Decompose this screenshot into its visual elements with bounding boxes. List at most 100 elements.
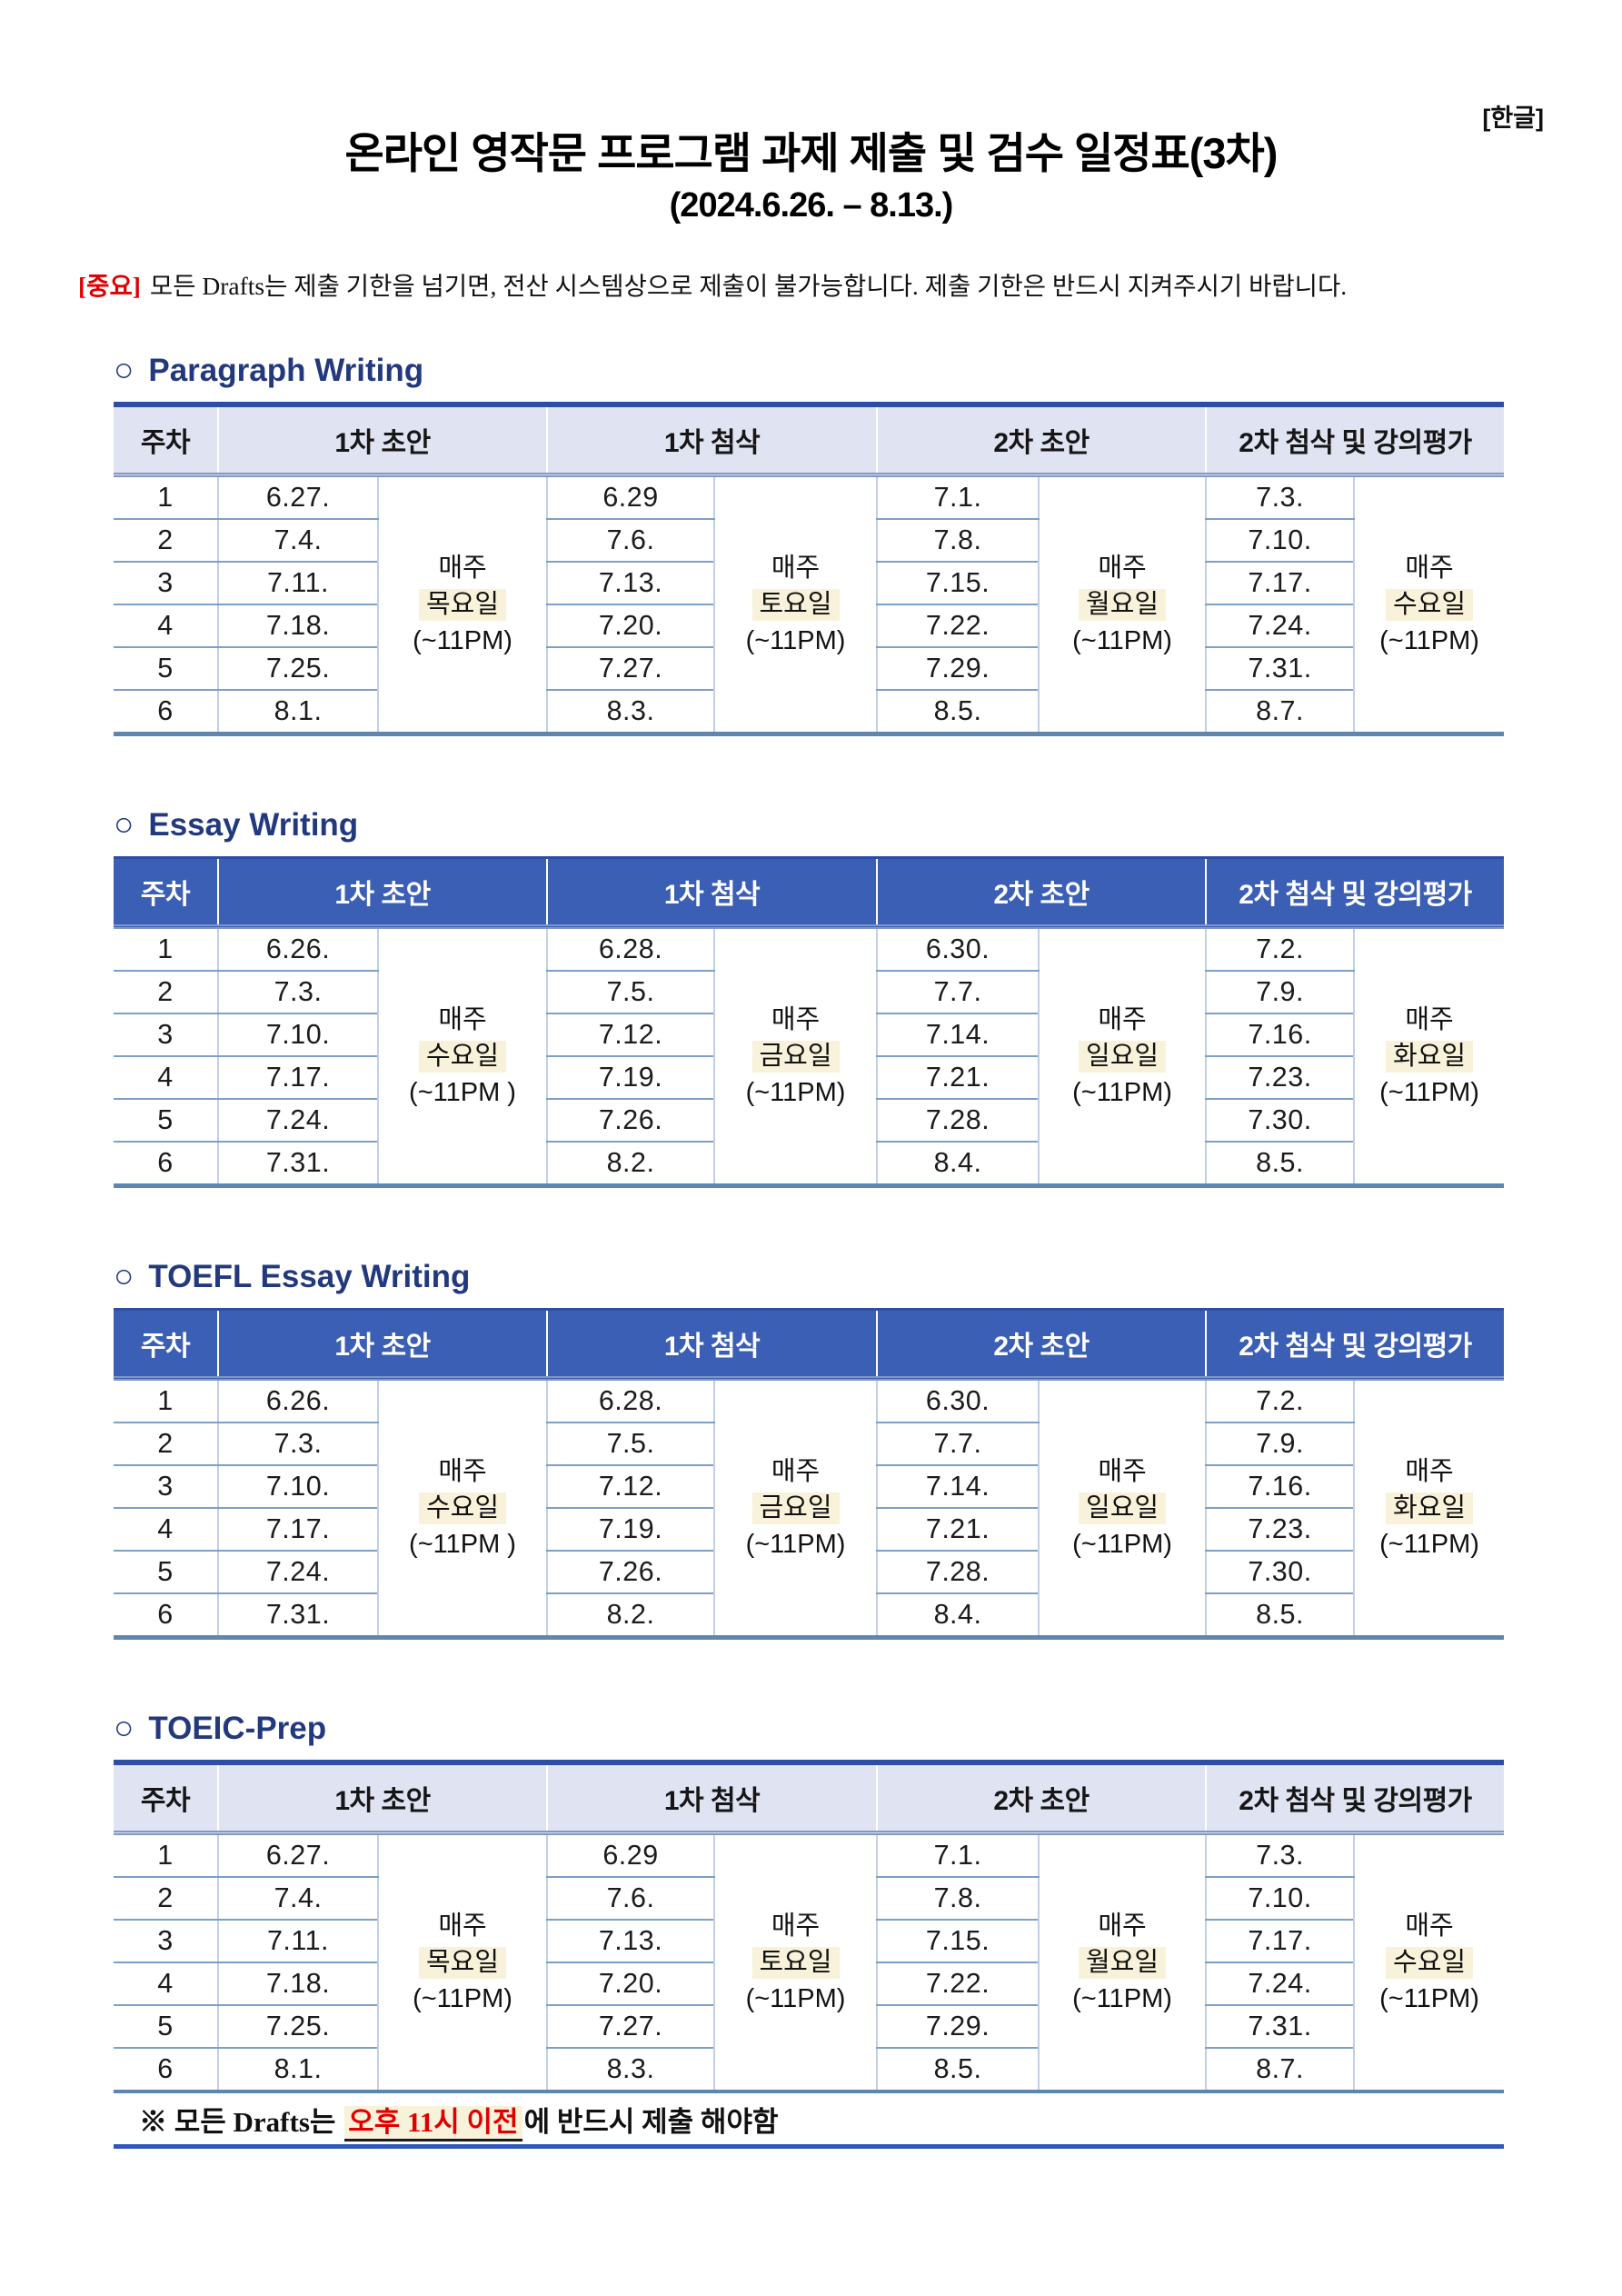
note-weekday: 토요일 bbox=[751, 1947, 840, 1979]
week-row: 1 6.27. 매주 목요일 (~11PM) 6.29 매주 토요일 (~11PM) 7.1. 매주… bbox=[114, 474, 1505, 734]
date-cell: 7.2. bbox=[1205, 1378, 1355, 1423]
note-every-week: 매주 bbox=[1098, 1005, 1147, 1034]
week-number-cell: 2 bbox=[114, 519, 218, 563]
section-title-label: TOEIC-Prep bbox=[148, 1711, 327, 1746]
column-header: 2차 초안 bbox=[876, 857, 1207, 929]
week-number-cell: 4 bbox=[114, 1056, 218, 1100]
week-number-cell: 4 bbox=[114, 1962, 218, 2006]
circle-bullet-icon: ○ bbox=[114, 805, 134, 843]
weekday-note-cell: 매주 수요일 (~11PM ) bbox=[376, 926, 548, 1186]
week-number-cell: 5 bbox=[114, 2005, 218, 2049]
date-cell: 7.13. bbox=[546, 562, 715, 605]
table-body: 1 6.26. 매주 수요일 (~11PM ) 6.28. 매주 금요일 (~11PM) 6.30… bbox=[114, 1378, 1505, 1638]
week-number-cell: 4 bbox=[114, 1508, 218, 1552]
column-header: 1차 첨삭 bbox=[546, 1309, 878, 1381]
weekday-note-cell: 매주 금요일 (~11PM) bbox=[713, 926, 878, 1186]
date-cell: 8.2. bbox=[546, 1142, 715, 1186]
column-header: 1차 초안 bbox=[216, 857, 548, 929]
note-time: (~11PM) bbox=[1379, 1078, 1479, 1107]
week-number-cell: 5 bbox=[114, 647, 218, 691]
weekday-note-cell: 매주 수요일 (~11PM ) bbox=[376, 1378, 548, 1638]
note-every-week: 매주 bbox=[438, 1457, 487, 1486]
date-cell: 7.27. bbox=[546, 647, 715, 691]
date-cell: 8.3. bbox=[546, 690, 715, 734]
weekday-note-cell: 매주 월요일 (~11PM) bbox=[1038, 474, 1207, 734]
week-number-cell: 1 bbox=[114, 926, 218, 972]
column-header: 1차 초안 bbox=[216, 404, 548, 477]
note-weekday: 일요일 bbox=[1079, 1041, 1167, 1073]
format-tag: [한글] bbox=[1482, 105, 1544, 132]
week-row: 5 7.24. 7.26. 7.28. 7.30. bbox=[114, 1099, 1504, 1143]
date-cell: 7.5. bbox=[546, 971, 715, 1014]
date-cell: 8.5. bbox=[876, 690, 1040, 734]
week-number-cell: 3 bbox=[114, 1465, 218, 1509]
deadline-text-before: 모든 Drafts는 bbox=[174, 2105, 343, 2138]
date-cell: 7.31. bbox=[217, 1142, 378, 1186]
date-cell: 7.5. bbox=[546, 1423, 715, 1466]
column-header: 2차 첨삭 및 강의평가 bbox=[1205, 1762, 1505, 1835]
note-time: (~11PM) bbox=[745, 1078, 846, 1107]
section-title-label: Paragraph Writing bbox=[148, 353, 424, 388]
date-cell: 7.3. bbox=[1205, 1832, 1355, 1878]
week-row: 4 7.18. 7.20. 7.22. 7.24. bbox=[114, 604, 1504, 648]
note-weekday-line: 수요일 bbox=[1355, 586, 1504, 623]
note-weekday: 화요일 bbox=[1386, 1041, 1474, 1073]
document-title: 온라인 영작문 프로그램 과제 제출 및 검수 일정표(3차) bbox=[344, 129, 1279, 177]
note-weekday-line: 목요일 bbox=[379, 1944, 546, 1981]
week-row: 5 7.25. 7.27. 7.29. 7.31. bbox=[114, 647, 1504, 691]
date-cell: 7.25. bbox=[217, 2005, 378, 2049]
important-notice: [중요] 모든 Drafts는 제출 기한을 넘기면, 전산 시스템상으로 제출이… bbox=[78, 265, 1558, 302]
week-number-cell: 6 bbox=[157, 1599, 174, 1630]
date-cell: 7.23. bbox=[1205, 1508, 1355, 1552]
table-body: 1 6.27. 매주 목요일 (~11PM) 6.29 매주 토요일 (~11PM) 7.1. 매주… bbox=[114, 1832, 1505, 2147]
column-header: 2차 초안 bbox=[876, 1309, 1207, 1381]
date-cell: 8.5. bbox=[876, 2048, 1040, 2091]
weekday-note-cell: 매주 수요일 (~11PM) bbox=[1353, 1832, 1505, 2091]
column-header: 1차 첨삭 bbox=[546, 857, 878, 929]
date-cell: 7.23. bbox=[1205, 1056, 1355, 1100]
circle-bullet-icon: ○ bbox=[114, 1257, 134, 1294]
table-head: 주차 1차 초안 1차 첨삭 2차 초안 2차 첨삭 및 강의평가 bbox=[114, 1762, 1505, 1835]
column-header: 주차 bbox=[114, 1309, 218, 1381]
note-every-week: 매주 bbox=[438, 554, 487, 583]
date-cell: 6.27. bbox=[217, 474, 378, 520]
note-weekday-line: 화요일 bbox=[1355, 1490, 1504, 1526]
note-weekday-line: 수요일 bbox=[1355, 1944, 1504, 1981]
weekday-note-cell: 매주 화요일 (~11PM) bbox=[1353, 1378, 1505, 1638]
date-cell: 7.12. bbox=[546, 1013, 715, 1057]
note-every-week: 매주 bbox=[771, 554, 821, 583]
date-cell: 7.10. bbox=[1205, 1877, 1355, 1921]
date-cell: 7.15. bbox=[876, 562, 1040, 605]
date-cell: 7.24. bbox=[1205, 1962, 1355, 2006]
note-every-week: 매주 bbox=[1405, 1005, 1454, 1034]
deadline-marker: ※ bbox=[139, 2105, 174, 2138]
week-row: 3 7.11. 7.13. 7.15. 7.17. bbox=[114, 562, 1504, 605]
note-weekday-line: 일요일 bbox=[1040, 1038, 1205, 1074]
date-cell: 7.3. bbox=[1205, 474, 1355, 520]
deadline-note: ※ 모든 Drafts는 오후 11시 이전 에 반드시 제출 해야함 bbox=[114, 2090, 1505, 2147]
date-cell: 7.14. bbox=[876, 1013, 1040, 1057]
note-time: (~11PM) bbox=[1072, 626, 1172, 655]
week-number-cell: 2 bbox=[114, 1877, 218, 1921]
schedule-table: 주차 1차 초안 1차 첨삭 2차 초안 2차 첨삭 및 강의평가 1 6.27. 매주 목요일… bbox=[114, 402, 1505, 736]
column-header: 2차 첨삭 및 강의평가 bbox=[1205, 857, 1505, 929]
weekday-note-cell: 매주 토요일 (~11PM) bbox=[713, 474, 878, 734]
note-weekday: 금요일 bbox=[751, 1492, 840, 1524]
date-cell: 7.10. bbox=[217, 1013, 378, 1057]
date-cell: 7.25. bbox=[217, 647, 378, 691]
week-row: 1 6.27. 매주 목요일 (~11PM) 6.29 매주 토요일 (~11PM) 7.1. 매주… bbox=[114, 1832, 1505, 2091]
date-cell: 7.30. bbox=[1205, 1551, 1355, 1594]
note-time: (~11PM) bbox=[1379, 626, 1479, 655]
note-weekday: 월요일 bbox=[1079, 1947, 1167, 1979]
schedule-table: 주차 1차 초안 1차 첨삭 2차 초안 2차 첨삭 및 강의평가 1 6.26. 매주 수요일… bbox=[114, 856, 1505, 1188]
note-every-week: 매주 bbox=[771, 1005, 821, 1034]
week-row: 6 8.1. 8.3. 8.5. 8.7. bbox=[114, 2048, 1504, 2091]
note-every-week: 매주 bbox=[1405, 554, 1454, 583]
date-cell: 7.2. bbox=[1205, 926, 1355, 972]
section-essay-writing: ○ Essay Writing 주차 1차 초안 1차 첨삭 2차 초안 2차 첨삭 및 강… bbox=[114, 805, 1505, 1188]
date-cell: 6.26. bbox=[217, 926, 378, 972]
column-header: 1차 초안 bbox=[216, 1762, 548, 1835]
section-toeic-prep: ○ TOEIC-Prep 주차 1차 초안 1차 첨삭 2차 초안 2차 첨삭 및 강의평가… bbox=[114, 1709, 1505, 2149]
